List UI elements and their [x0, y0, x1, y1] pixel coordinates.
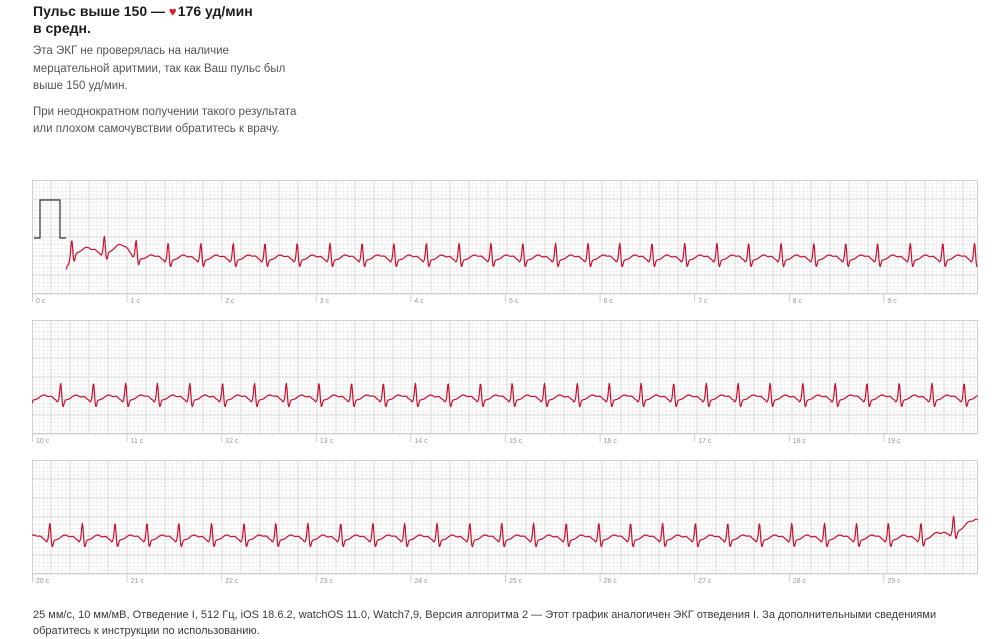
time-label: 12 с [225, 438, 239, 445]
time-label: 13 с [320, 438, 334, 445]
time-label: 25 с [509, 578, 523, 585]
ecg-strip-svg: 20 с 21 с 22 с 23 с 24 с 25 с 26 с 27 с 28 с 29 с [32, 460, 978, 585]
calibration-pulse [34, 199, 66, 239]
ecg-strip-svg: 10 с 11 с 12 с 13 с 14 с 15 с 16 с 17 с 18 с 19 с [32, 320, 978, 445]
ecg-strip-3: 20 с 21 с 22 с 23 с 24 с 25 с 26 с 27 с 28 с 29 с [32, 460, 978, 588]
time-label: 24 с [414, 578, 428, 585]
time-label: 8 с [793, 298, 803, 305]
time-label: 26 с [604, 578, 618, 585]
time-label: 10 с [36, 438, 50, 445]
time-label: 16 с [604, 438, 618, 445]
ecg-strip-2: 10 с 11 с 12 с 13 с 14 с 15 с 16 с 17 с 18 с 19 с [32, 320, 978, 448]
time-label: 9 с [887, 298, 897, 305]
time-label: 17 с [698, 438, 712, 445]
time-label: 23 с [320, 578, 334, 585]
time-label: 29 с [887, 578, 901, 585]
heart-rate-value: 176 уд/мин [177, 3, 253, 19]
time-label: 19 с [887, 438, 901, 445]
time-label: 5 с [509, 298, 519, 305]
ecg-trace [32, 382, 978, 408]
ecg-trace [32, 515, 978, 548]
ecg-trace [65, 235, 978, 270]
afib-note: Эта ЭКГ не проверялась на наличие мерцат… [33, 45, 286, 92]
ecg-strip-svg: 0 с 1 с 2 с 3 с 4 с 5 с 6 с 7 с 8 с 9 с [32, 180, 978, 305]
recording-info: 25 мм/с, 10 мм/мВ, Отведение I, 512 Гц, … [33, 609, 937, 637]
time-label: 20 с [36, 578, 50, 585]
time-label: 11 с [131, 438, 144, 445]
title-suffix: в средн. [33, 20, 91, 36]
heart-icon: ♥ [168, 4, 177, 19]
time-label: 1 с [131, 298, 141, 305]
time-label: 15 с [509, 438, 523, 445]
time-label: 22 с [225, 578, 239, 585]
doctor-advice: При неоднократном получении такого резул… [33, 105, 297, 136]
ecg-summary: Пульс выше 150 — ♥ 176 уд/мин в средн. Э… [33, 3, 333, 139]
time-label: 2 с [225, 298, 235, 305]
title-prefix: Пульс выше 150 — [33, 3, 169, 19]
time-label: 0 с [36, 298, 46, 305]
time-label: 21 с [131, 578, 145, 585]
heart-rate-title: Пульс выше 150 — ♥ 176 уд/мин в средн. [33, 3, 333, 37]
time-label: 7 с [698, 298, 708, 305]
time-label: 4 с [414, 298, 424, 305]
time-label: 6 с [604, 298, 614, 305]
time-label: 14 с [414, 438, 428, 445]
time-label: 3 с [320, 298, 330, 305]
time-label: 27 с [698, 578, 712, 585]
time-label: 18 с [793, 438, 807, 445]
time-label: 28 с [793, 578, 807, 585]
ecg-strip-1: 0 с 1 с 2 с 3 с 4 с 5 с 6 с 7 с 8 с 9 с [32, 180, 978, 308]
